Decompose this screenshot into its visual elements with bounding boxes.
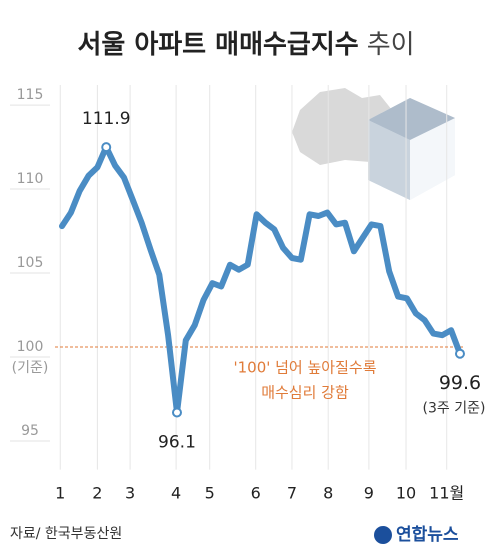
credit-logo — [374, 526, 392, 544]
map-icon — [292, 88, 455, 200]
last-note: (3주 기준) — [423, 401, 486, 417]
x-tick-label: 10 — [396, 484, 416, 503]
x-tick-label: 6 — [251, 484, 261, 503]
x-tick-label: 9 — [364, 484, 374, 503]
annotation: '100' 넘어 높아질수록 — [233, 359, 376, 377]
x-tick-label: 11월 — [429, 484, 464, 503]
chart-title: 서울 아파트 매매수급지수 추이 — [77, 30, 414, 60]
point-marker — [171, 407, 182, 418]
y-tick-label: 95 — [21, 423, 39, 439]
y-tick-label: 115 — [17, 87, 44, 103]
x-tick-label: 1 — [55, 484, 65, 503]
baseline-label: (기준) — [12, 360, 49, 376]
data-label: 99.6 — [439, 372, 481, 394]
annotation: 매수심리 강함 — [261, 384, 349, 402]
point-marker — [101, 142, 112, 153]
x-tick-label: 2 — [92, 484, 102, 503]
y-tick-label: 100 — [17, 339, 44, 355]
source: 자료/ 한국부동산원 — [10, 526, 122, 542]
x-tick-label: 4 — [171, 484, 181, 503]
title-main: 서울 아파트 매매수급지수 — [77, 30, 358, 60]
y-tick-label: 110 — [17, 171, 44, 187]
y-tick-label: 105 — [17, 255, 44, 271]
data-label: 111.9 — [82, 109, 131, 129]
point-marker — [454, 348, 465, 359]
credit: 연합뉴스 — [396, 524, 459, 545]
x-tick-label: 8 — [323, 484, 333, 503]
x-tick-label: 3 — [125, 484, 135, 503]
data-label: 96.1 — [158, 432, 196, 452]
x-tick-label: 7 — [287, 484, 297, 503]
title-suffix: 추이 — [367, 30, 415, 60]
x-tick-label: 5 — [205, 484, 215, 503]
line — [59, 144, 463, 416]
